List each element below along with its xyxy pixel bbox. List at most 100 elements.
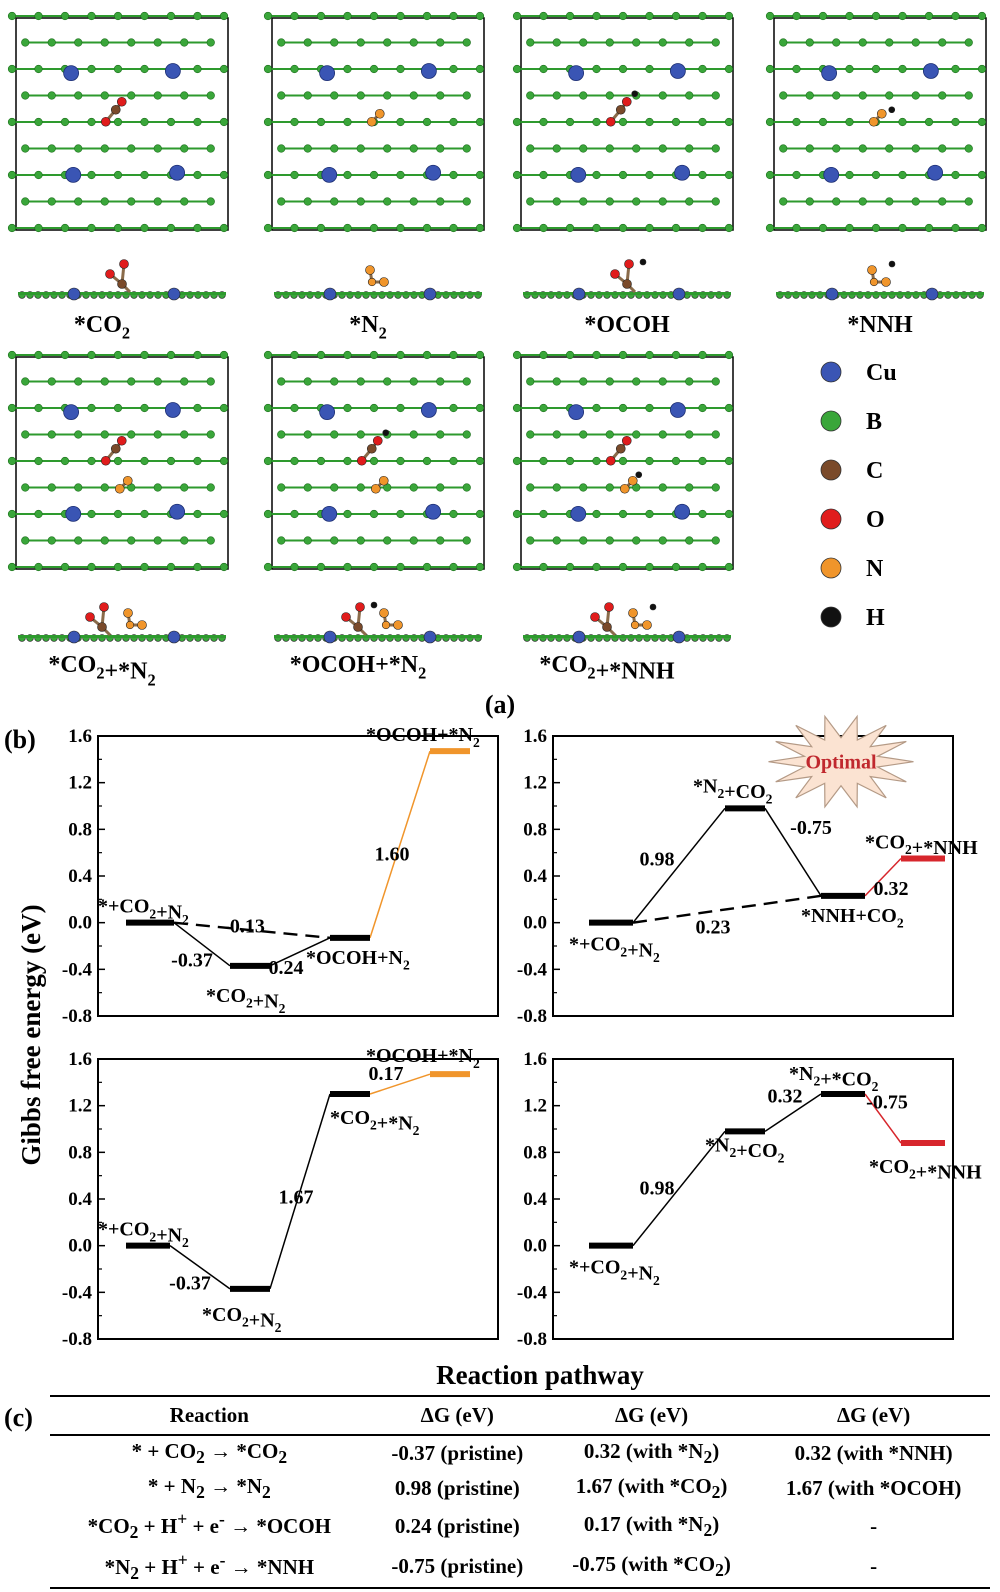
table-cell: 0.24 (pristine) — [394, 1513, 520, 1538]
cu-atom — [164, 402, 181, 418]
optimal-burst-icon — [768, 714, 914, 809]
table-row: *N2 + H+ + e- → *NNH -0.75 (pristine) -0.7… — [50, 1546, 990, 1589]
path-connector — [864, 857, 902, 897]
level-label: *CO2+N2 — [206, 985, 286, 1016]
step-label: 0.98 — [640, 849, 675, 871]
y-tick-label: -0.8 — [517, 1329, 547, 1350]
legend-swatch-o — [820, 508, 842, 530]
y-tick-label: 0.0 — [68, 913, 92, 934]
structure-label: *CO2 — [74, 312, 130, 343]
slab-top-view — [765, 11, 987, 233]
y-tick-label: 1.2 — [523, 773, 547, 794]
slab-top-view — [263, 350, 485, 572]
y-tick-label: -0.8 — [517, 1006, 547, 1027]
legend-label-o: O — [866, 507, 885, 533]
y-tick-label: -0.4 — [517, 1282, 548, 1303]
step-label: -0.37 — [169, 1272, 211, 1294]
panel-label-b: (b) — [4, 725, 36, 754]
step-label: 0.23 — [696, 916, 731, 938]
cu-atom — [425, 164, 442, 181]
cu-atom — [425, 503, 442, 520]
cu-atom — [568, 65, 585, 82]
path-connector — [632, 894, 822, 924]
panel-label-a: (a) — [485, 690, 515, 719]
table-header-2: ΔG (eV) — [545, 1395, 758, 1436]
y-tick-label: 0.0 — [523, 1236, 547, 1257]
cu-atom — [319, 65, 336, 82]
step-label: 0.32 — [768, 1086, 803, 1108]
cu-atom — [669, 63, 686, 79]
energy-charts: -0.8 -0.4 0.0 0.4 0.8 1.2 1.6 -0.37 0.24 1.60 -0.1… — [62, 714, 982, 1350]
y-tick-label: -0.8 — [62, 1006, 92, 1027]
y-tick-label: 0.8 — [68, 819, 92, 840]
level-label: *+CO2+N2 — [569, 934, 660, 965]
y-tick-label: -0.4 — [62, 1282, 93, 1303]
slab-side-view — [18, 602, 226, 644]
cu-atom — [570, 505, 587, 522]
y-tick-label: -0.8 — [62, 1329, 92, 1350]
slab-top-view — [512, 11, 734, 233]
slab-side-view — [274, 265, 482, 301]
table-header-0: Reaction — [50, 1395, 369, 1436]
slab-side-view — [274, 601, 482, 644]
structure-label: *OCOH+*N2 — [290, 652, 427, 683]
cu-atom — [922, 63, 939, 79]
y-tick-label: 0.4 — [68, 1189, 92, 1210]
table-cell: 1.67 (with *OCOH) — [785, 1476, 962, 1501]
path-connector — [764, 1093, 822, 1132]
legend-swatch-b — [820, 410, 842, 432]
level-label: *CO2+*NNH — [869, 1156, 982, 1184]
optimal-label: Optimal — [805, 752, 877, 774]
level-label: *+CO2+N2 — [569, 1257, 660, 1288]
table-cell: 0.32 (with *NNH) — [794, 1441, 953, 1466]
cu-atom — [321, 166, 338, 183]
legend-label-cu: Cu — [866, 360, 897, 386]
level-label: *OCOH+N2 — [306, 947, 410, 973]
y-tick-label: 1.2 — [68, 773, 92, 794]
cu-atom — [63, 404, 80, 421]
legend-swatch-cu — [820, 361, 842, 383]
y-tick-label: 0.4 — [68, 866, 92, 887]
legend-swatch-n — [820, 557, 842, 579]
chart-top-right: -0.8 -0.4 0.0 0.4 0.8 1.2 1.6 0.98 -0.75 0.32 0.23… — [517, 714, 978, 1027]
slab-side-view — [523, 602, 731, 644]
level-label: *N2+*CO2 — [789, 1063, 879, 1094]
level-label: *+CO2+N2 — [98, 896, 189, 927]
y-tick-label: 1.6 — [68, 726, 92, 747]
slab-side-view — [18, 259, 226, 301]
structure-label: *CO2+*NNH — [539, 652, 674, 685]
table-cell: 0.98 (pristine) — [394, 1476, 520, 1501]
table-header-1: ΔG (eV) — [368, 1395, 546, 1436]
cu-atom — [821, 65, 838, 82]
y-tick-label: 0.0 — [523, 913, 547, 934]
table-row: *CO2 + H+ + e- → *OCOH 0.24 (pristine) 0.1… — [50, 1506, 990, 1546]
cu-atom — [674, 164, 691, 181]
cu-atom — [164, 63, 181, 79]
step-label: 1.60 — [375, 844, 410, 866]
table-cell: *N2 + H+ + e- → *NNH — [50, 1546, 369, 1589]
level-label: *+CO2+N2 — [98, 1219, 189, 1250]
slab-top-view — [512, 350, 734, 572]
table-row: * + N2 → *N2 0.98 (pristine) 1.67 (with *C… — [50, 1471, 990, 1506]
panel-label-c: (c) — [4, 1403, 33, 1432]
level-label: *N2+CO2 — [705, 1134, 785, 1165]
level-label: *OCOH+*N2 — [366, 724, 480, 750]
table-cell: *CO2 + H+ + e- → *OCOH — [87, 1509, 331, 1543]
legend-swatch-h — [820, 606, 842, 628]
path-connector — [369, 1073, 431, 1095]
y-tick-label: -0.4 — [517, 959, 548, 980]
table-cell: -0.75 (pristine) — [368, 1546, 546, 1589]
table-body: * + CO2 → *CO2 -0.37 (pristine) 0.32 (with… — [50, 1435, 990, 1589]
table-cell: -0.75 (with *CO2) — [545, 1546, 758, 1589]
table-cell: 0.32 (with *N2) — [583, 1439, 720, 1468]
path-connector — [173, 921, 331, 940]
cu-atom — [319, 404, 336, 421]
level-label: *CO2+*N2 — [330, 1107, 420, 1138]
table-header-row: Reaction ΔG (eV) ΔG (eV) ΔG (eV) — [50, 1395, 990, 1436]
slab-top-view — [7, 350, 229, 572]
y-tick-label: -0.4 — [62, 959, 93, 980]
cu-atom — [321, 505, 338, 522]
step-label: -0.75 — [866, 1092, 908, 1114]
path-connector — [269, 1093, 331, 1290]
